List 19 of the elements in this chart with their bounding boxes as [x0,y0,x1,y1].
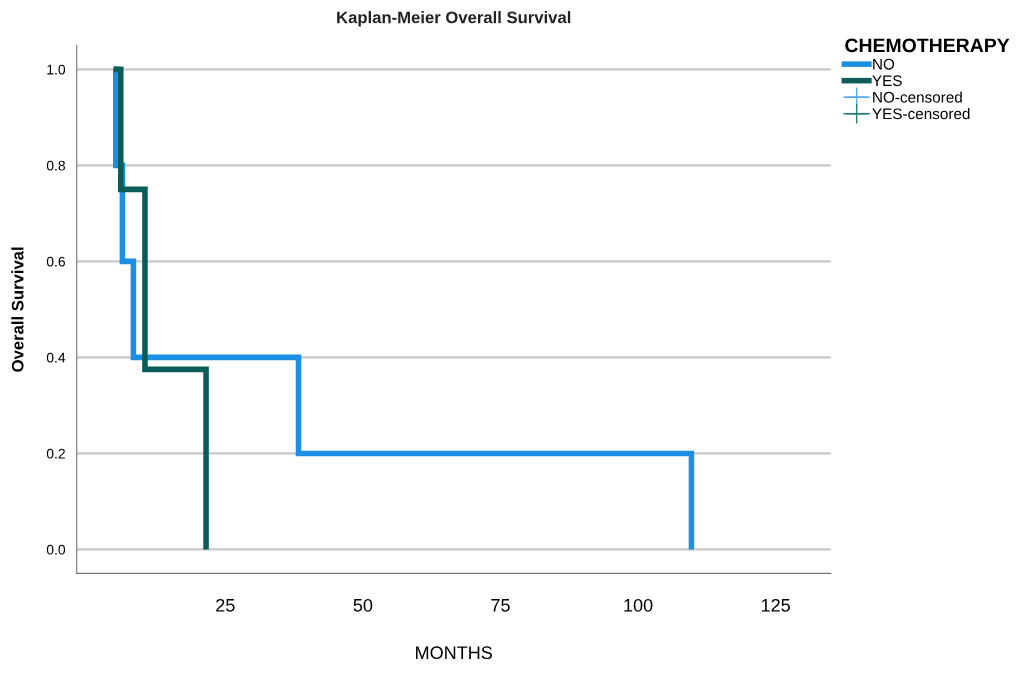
x-axis-title: MONTHS [416,646,492,660]
y-tick-label: 0.0 [46,544,66,555]
y-tick-label: 0.4 [46,352,66,363]
legend-label: NO-censored [873,91,962,103]
x-tick-label: 25 [216,598,235,612]
legend-title: CHEMOTHERAPY [845,38,1010,53]
x-tick-label: 75 [491,599,510,612]
x-tick-label: 125 [761,598,790,612]
y-tick-label: 1.0 [47,64,66,75]
chart-title: Kaplan-Meier Overall Survival [337,11,571,27]
x-tick-label: 50 [353,598,373,612]
x-tick-label: 100 [624,598,653,612]
legend-label: YES-censored [872,108,970,120]
y-axis-title: Overall Survival [11,247,24,372]
y-tick-label: 0.8 [46,160,66,171]
legend-label: NO [873,58,895,70]
legend-label: YES [872,75,902,87]
y-tick-label: 0.6 [46,256,66,267]
y-tick-label: 0.2 [46,448,65,459]
